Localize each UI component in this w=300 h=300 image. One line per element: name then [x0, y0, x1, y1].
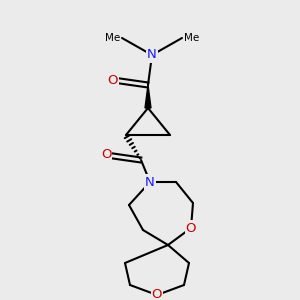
Text: O: O: [152, 289, 162, 300]
Text: O: O: [101, 148, 111, 161]
Text: O: O: [186, 221, 196, 235]
Text: Me: Me: [184, 33, 199, 43]
Text: O: O: [108, 74, 118, 86]
Text: N: N: [147, 49, 157, 62]
Polygon shape: [145, 85, 151, 108]
Text: N: N: [145, 176, 155, 188]
Text: Me: Me: [105, 33, 120, 43]
